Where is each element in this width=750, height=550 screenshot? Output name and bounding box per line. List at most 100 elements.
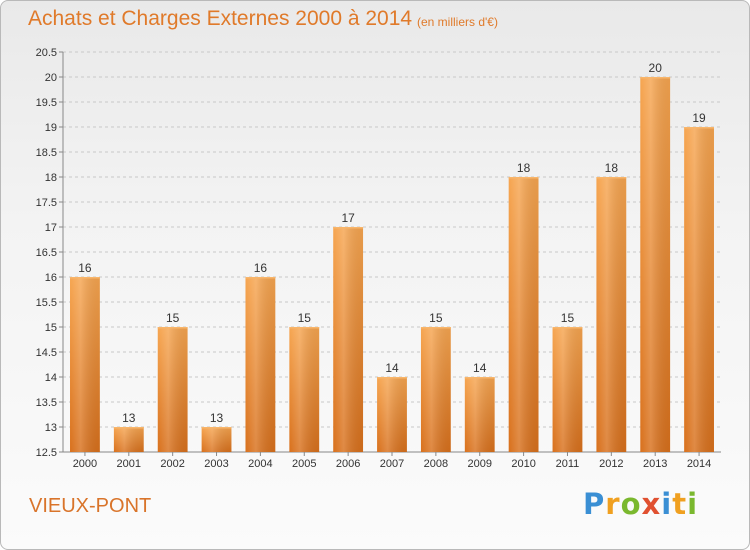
y-tick-label: 13.5 [36,397,57,409]
y-tick-label: 14.5 [36,347,57,359]
bar-shine [420,327,451,452]
x-tick-label: 2009 [467,458,491,470]
value-label: 13 [210,411,224,425]
bar-2008 [420,327,451,452]
bar-top-edge [684,127,714,129]
bar-2010 [508,177,539,452]
y-tick-label: 17.5 [36,197,57,209]
bar-shine [289,327,320,452]
bar-2005 [289,327,320,452]
x-tick-label: 2007 [380,458,404,470]
y-tick-label: 12.5 [36,447,57,459]
value-label: 16 [254,261,268,275]
value-label: 15 [561,311,575,325]
logo-letter: i [687,487,699,521]
value-label: 15 [298,311,312,325]
bar-top-edge [70,277,100,279]
value-label: 16 [78,261,92,275]
bar-shine [157,327,188,452]
bar-top-edge [552,327,583,329]
bar-shine [245,277,276,452]
bar-2009 [464,377,495,452]
bar-top-edge [420,327,451,329]
bar-2003 [201,427,232,452]
bar-top-edge [157,327,188,329]
y-tick-label: 16 [45,272,57,284]
y-tick-label: 17 [45,222,57,234]
y-tick-label: 13 [45,422,57,434]
bar-top-edge [508,177,539,179]
x-tick-label: 2008 [424,458,448,470]
logo-letter: P [583,487,606,521]
value-label: 15 [166,311,180,325]
logo-letter: i [661,487,673,521]
value-label: 17 [341,211,355,225]
logo-letter: x [641,487,662,521]
bar-shine [464,377,495,452]
x-tick-label: 2011 [556,458,580,470]
bar-2011 [552,327,583,452]
bar-2000 [70,277,100,452]
y-tick-label: 14 [45,372,57,384]
value-label: 18 [605,161,619,175]
bar-shine [201,427,232,452]
bar-2007 [377,377,407,452]
bar-top-edge [377,377,407,379]
chart-subtitle: (en milliers d'€) [417,15,498,29]
chart-title: Achats et Charges Externes 2000 à 2014 [28,7,413,30]
bar-shine [377,377,407,452]
x-tick-label: 2000 [73,458,97,470]
value-label: 14 [473,361,487,375]
y-tick-label: 16.5 [36,247,57,259]
bar-top-edge [464,377,495,379]
bar-shine [70,277,100,452]
y-tick-label: 15.5 [36,297,57,309]
proxiti-logo: Proxiti [583,487,698,521]
bar-shine [333,227,364,452]
y-tick-label: 19 [45,122,57,134]
bar-2001 [113,427,144,452]
y-tick-label: 18 [45,172,57,184]
logo-letter: t [672,487,688,521]
place-name: VIEUX-PONT [29,495,152,517]
x-tick-label: 2001 [117,458,141,470]
value-label: 15 [429,311,443,325]
bar-top-edge [596,177,627,179]
value-label: 14 [385,361,399,375]
y-tick-label: 18.5 [36,147,57,159]
bar-shine [552,327,583,452]
y-tick-label: 19.5 [36,97,57,109]
bar-top-edge [333,227,364,229]
x-tick-label: 2006 [336,458,360,470]
x-tick-label: 2012 [599,458,623,470]
bar-shine [684,127,714,452]
bar-top-edge [113,427,144,429]
bar-top-edge [289,327,320,329]
logo-letter: r [605,487,621,521]
x-tick-label: 2004 [248,458,272,470]
bar-2002 [157,327,188,452]
x-tick-label: 2003 [204,458,228,470]
x-tick-label: 2013 [643,458,667,470]
bar-2006 [333,227,364,452]
y-tick-label: 20 [45,72,57,84]
bar-shine [508,177,539,452]
bar-top-edge [640,77,671,79]
value-label: 13 [122,411,136,425]
bar-2012 [596,177,627,452]
value-label: 18 [517,161,531,175]
value-label: 20 [649,61,663,75]
x-tick-label: 2002 [160,458,184,470]
bar-shine [596,177,627,452]
value-label: 19 [692,111,706,125]
bar-2004 [245,277,276,452]
logo-letter: o [620,487,642,521]
bar-shine [113,427,144,452]
x-tick-label: 2010 [511,458,535,470]
bar-top-edge [245,277,276,279]
y-tick-label: 15 [45,322,57,334]
bar-top-edge [201,427,232,429]
bar-2014 [684,127,714,452]
